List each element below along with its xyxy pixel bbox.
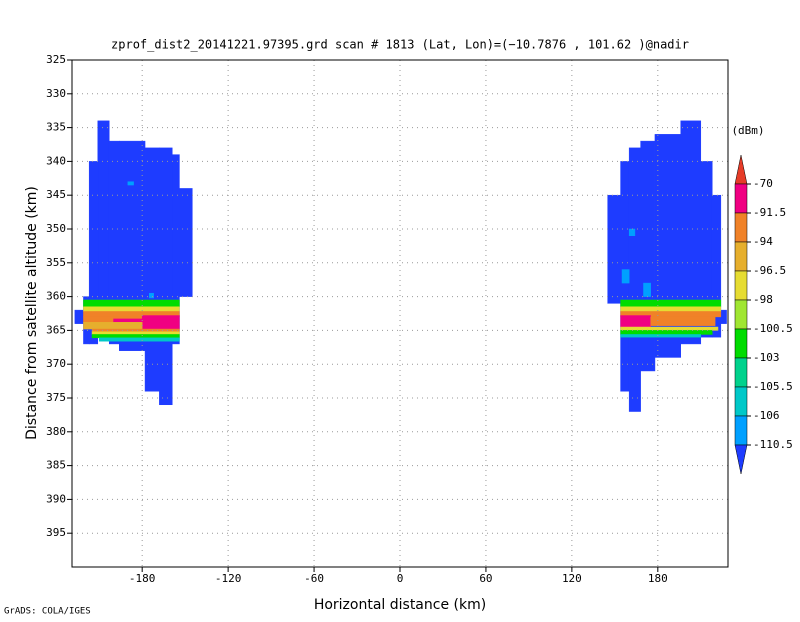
colorbar-cap — [734, 154, 748, 185]
colorbar-box — [734, 270, 748, 301]
cell — [628, 147, 641, 412]
y-tick-label: 370 — [46, 357, 66, 370]
y-tick-label: 325 — [46, 53, 66, 66]
y-tick-label: 345 — [46, 188, 66, 201]
cell — [628, 228, 636, 237]
cell — [83, 299, 180, 307]
x-tick-label: 0 — [397, 572, 404, 585]
x-tick-label: -60 — [304, 572, 324, 585]
cell — [650, 316, 716, 326]
cell — [98, 337, 180, 342]
cell — [179, 188, 193, 297]
cell — [83, 306, 180, 312]
plot-frame — [71, 59, 729, 568]
colorbar-box — [734, 386, 748, 417]
colorbar-label: -91.5 — [753, 206, 786, 219]
colorbar-box — [734, 241, 748, 272]
cell — [720, 309, 727, 324]
colorbar-label: -106 — [753, 409, 780, 422]
cell — [74, 309, 84, 324]
cell — [620, 326, 719, 331]
cell — [159, 147, 173, 406]
colorbar-label: (dBm) — [731, 124, 764, 137]
x-tick-label: -180 — [129, 572, 156, 585]
y-tick-label: 360 — [46, 290, 66, 303]
cell — [620, 299, 722, 307]
x-axis-label: Horizontal distance (km) — [314, 597, 486, 613]
colorbar-box — [734, 357, 748, 388]
colorbar-label: -103 — [753, 351, 780, 364]
y-tick-label: 340 — [46, 154, 66, 167]
cell — [620, 330, 713, 335]
y-tick-label: 335 — [46, 121, 66, 134]
y-tick-label: 375 — [46, 391, 66, 404]
cell — [643, 282, 651, 297]
credit: GrADS: COLA/IGES — [4, 607, 91, 617]
cell — [607, 194, 621, 304]
y-tick-label: 395 — [46, 526, 66, 539]
colorbar-box — [734, 299, 748, 330]
colorbar-box — [734, 183, 748, 214]
x-tick-label: 120 — [562, 572, 582, 585]
cell — [91, 328, 180, 333]
colorbar-label: -100.5 — [753, 322, 793, 335]
cell — [620, 306, 722, 312]
colorbar-box — [734, 328, 748, 359]
y-tick-label: 380 — [46, 425, 66, 438]
cell — [141, 315, 180, 330]
cell — [127, 181, 134, 186]
colorbar-label: -110.5 — [753, 438, 793, 451]
colorbar-cap — [734, 444, 748, 475]
cell — [144, 147, 160, 392]
cell — [88, 161, 99, 345]
colorbar-label: -98 — [753, 293, 773, 306]
colorbar-label: -96.5 — [753, 264, 786, 277]
colorbar-box — [734, 212, 748, 243]
y-tick-label: 385 — [46, 459, 66, 472]
cell — [711, 194, 722, 338]
cell — [621, 269, 630, 284]
y-tick-label: 365 — [46, 323, 66, 336]
y-tick-label: 330 — [46, 87, 66, 100]
y-tick-label: 355 — [46, 256, 66, 269]
y-tick-label: 350 — [46, 222, 66, 235]
cell — [620, 315, 651, 328]
x-tick-label: 180 — [648, 572, 668, 585]
cell — [83, 322, 143, 330]
colorbar-label: -105.5 — [753, 380, 793, 393]
x-tick-label: -120 — [215, 572, 242, 585]
colorbar-label: -94 — [753, 235, 773, 248]
cell — [91, 334, 180, 339]
colorbar-label: -70 — [753, 177, 773, 190]
x-tick-label: 60 — [479, 572, 492, 585]
y-axis-label: Distance from satellite altitude (km) — [24, 186, 40, 440]
cell — [620, 334, 702, 338]
y-tick-label: 390 — [46, 492, 66, 505]
chart-title: zprof_dist2_20141221.97395.grd scan # 18… — [111, 38, 689, 52]
cell — [149, 292, 154, 299]
colorbar-box — [734, 415, 748, 446]
cell — [91, 331, 180, 335]
